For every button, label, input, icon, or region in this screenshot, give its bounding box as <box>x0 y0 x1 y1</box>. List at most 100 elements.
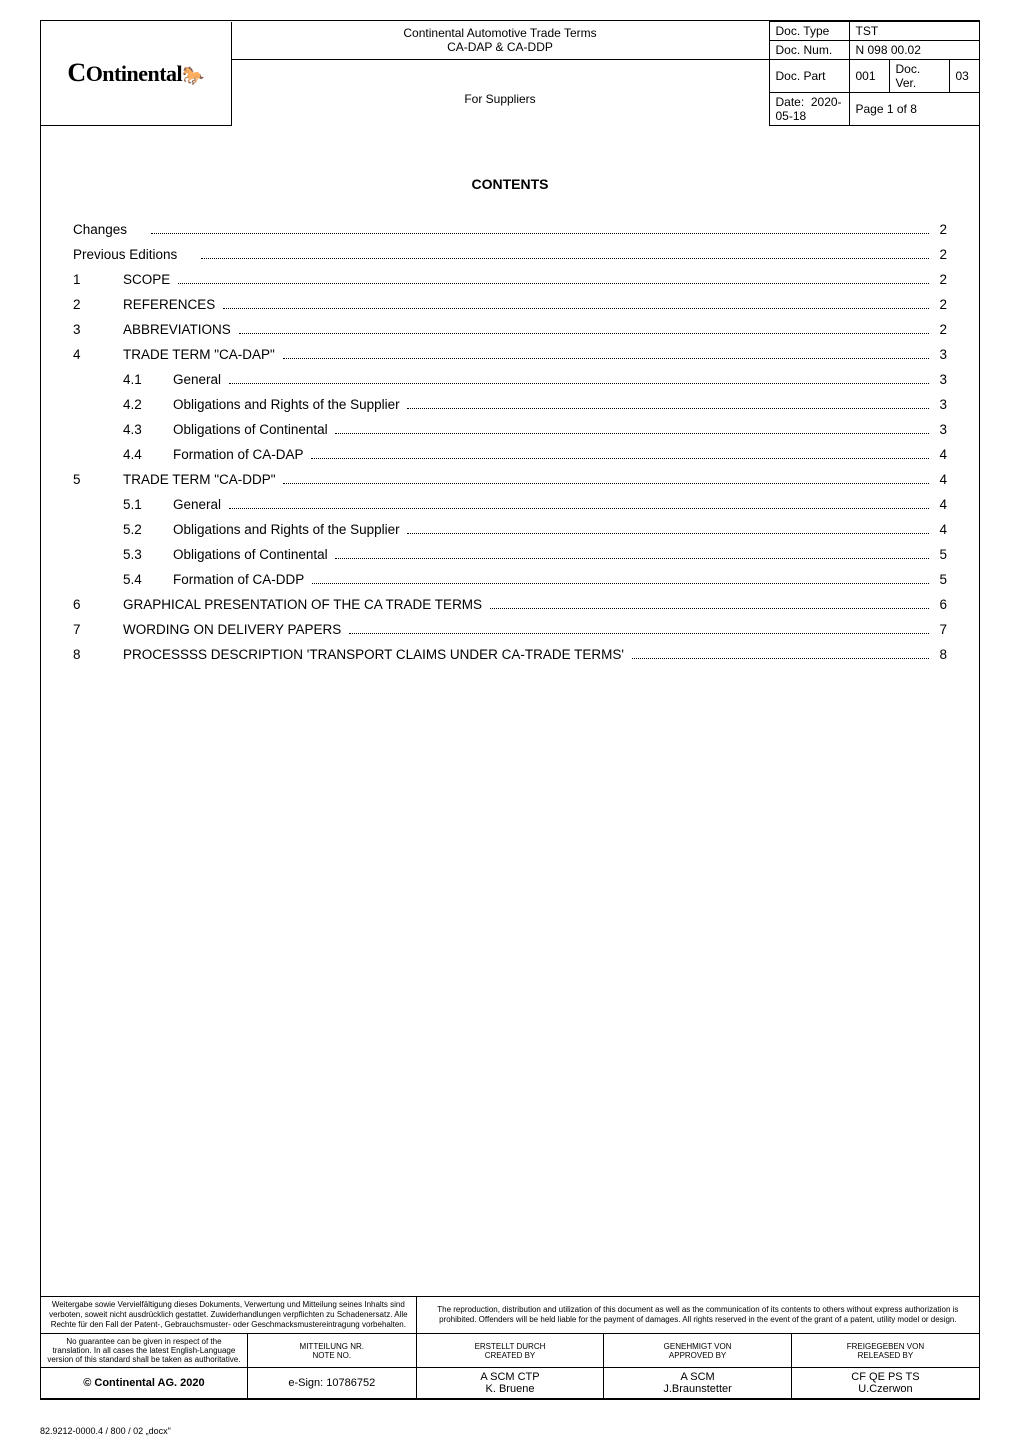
toc-dots <box>311 458 929 459</box>
title-cell-2: For Suppliers <box>231 60 769 126</box>
toc-page: 3 <box>933 397 947 412</box>
toc-label: Obligations and Rights of the Supplier <box>173 397 403 412</box>
toc-page: 4 <box>933 472 947 487</box>
toc-row: Previous Editions 2 <box>73 247 947 262</box>
toc-num: Changes <box>73 222 127 237</box>
toc-dots <box>349 633 929 634</box>
toc-label: Formation of CA-DAP <box>173 447 307 462</box>
toc-label: General <box>173 497 225 512</box>
logo-cell: COntinental🐎 <box>41 22 231 126</box>
approved-by: A SCM J.Braunstetter <box>604 1368 792 1399</box>
toc-page: 2 <box>933 322 947 337</box>
toc-num: 6 <box>73 597 123 612</box>
toc-num: 4.3 <box>123 422 173 437</box>
toc-row: 6GRAPHICAL PRESENTATION OF THE CA TRADE … <box>73 597 947 612</box>
toc-num: 7 <box>73 622 123 637</box>
esign: e-Sign: 10786752 <box>247 1368 416 1399</box>
toc-page: 4 <box>933 447 947 462</box>
toc-dots <box>229 383 929 384</box>
toc-page: 4 <box>933 522 947 537</box>
footer: Weitergabe sowie Vervielfältigung dieses… <box>41 1296 979 1399</box>
title-line1: Continental Automotive Trade Terms <box>236 26 765 40</box>
meta-docnum: N 098 00.02 <box>849 41 979 60</box>
freigegeben-label: FREIGEGEBEN VON RELEASED BY <box>791 1334 979 1368</box>
toc-row: 5TRADE TERM "CA-DDP" 4 <box>73 472 947 487</box>
disclaim-en: The reproduction, distribution and utili… <box>416 1297 979 1334</box>
toc-page: 3 <box>933 422 947 437</box>
disclaim-de: Weitergabe sowie Vervielfältigung dieses… <box>41 1297 416 1334</box>
genehmigt-label: GENEHMIGT VON APPROVED BY <box>604 1334 792 1368</box>
docx-note: 82.9212-0000.4 / 800 / 02 „docx" <box>40 1426 171 1436</box>
toc-num: 5.1 <box>123 497 173 512</box>
toc-num: 4.4 <box>123 447 173 462</box>
toc-row: 5.3Obligations of Continental 5 <box>73 547 947 562</box>
toc-dots <box>201 258 929 259</box>
toc-num: 1 <box>73 272 123 287</box>
erstellt-label: ERSTELLT DURCH CREATED BY <box>416 1334 604 1368</box>
toc-dots <box>407 408 929 409</box>
meta-docpart-label: Doc. Part <box>769 60 849 93</box>
toc-dots <box>178 283 929 284</box>
footer-table: Weitergabe sowie Vervielfältigung dieses… <box>41 1296 979 1399</box>
meta-date-label: Date: 2020-05-18 <box>769 93 849 126</box>
mitteilung-label: MITTEILUNG NR. NOTE NO. <box>247 1334 416 1368</box>
toc-label: GRAPHICAL PRESENTATION OF THE CA TRADE T… <box>123 597 486 612</box>
toc-num: 4.2 <box>123 397 173 412</box>
toc-dots <box>283 358 929 359</box>
toc-page: 3 <box>933 347 947 362</box>
toc-row: 1SCOPE 2 <box>73 272 947 287</box>
meta-docpart: 001 <box>849 60 889 93</box>
toc-num: 3 <box>73 322 123 337</box>
logo-text: COntinental🐎 <box>67 61 204 86</box>
toc-label: REFERENCES <box>123 297 219 312</box>
toc-label: General <box>173 372 225 387</box>
toc-num: 5.3 <box>123 547 173 562</box>
copyright: © Continental AG. 2020 <box>41 1368 247 1399</box>
toc-row: 4.1General 3 <box>73 372 947 387</box>
toc-num: 4.1 <box>123 372 173 387</box>
toc-label: SCOPE <box>123 272 174 287</box>
toc-row: 5.2Obligations and Rights of the Supplie… <box>73 522 947 537</box>
title-line3: For Suppliers <box>236 92 765 106</box>
title-line2: CA-DAP & CA-DDP <box>236 40 765 54</box>
meta-page: Page 1 of 8 <box>849 93 979 126</box>
toc-row: 4TRADE TERM "CA-DAP" 3 <box>73 347 947 362</box>
toc-num: 2 <box>73 297 123 312</box>
contents-heading: CONTENTS <box>41 176 979 192</box>
toc-row: 4.2Obligations and Rights of the Supplie… <box>73 397 947 412</box>
toc-row: 2REFERENCES 2 <box>73 297 947 312</box>
toc-label: ABBREVIATIONS <box>123 322 235 337</box>
toc-dots <box>312 583 929 584</box>
meta-docver: 03 <box>949 60 979 93</box>
toc-label: Obligations and Rights of the Supplier <box>173 522 403 537</box>
toc-page: 5 <box>933 547 947 562</box>
toc-dots <box>151 233 929 234</box>
meta-doctype-label: Doc. Type <box>769 22 849 41</box>
toc: Changes2Previous Editions21SCOPE 22REFER… <box>41 222 979 662</box>
toc-dots <box>335 558 929 559</box>
toc-dots <box>283 483 929 484</box>
toc-dots <box>229 508 929 509</box>
toc-row: 8PROCESSSS DESCRIPTION 'TRANSPORT CLAIMS… <box>73 647 947 662</box>
meta-docnum-label: Doc. Num. <box>769 41 849 60</box>
released-by: CF QE PS TS U.Czerwon <box>791 1368 979 1399</box>
toc-num: 8 <box>73 647 123 662</box>
toc-label: Formation of CA-DDP <box>173 572 308 587</box>
toc-label: Obligations of Continental <box>173 547 331 562</box>
toc-dots <box>239 333 929 334</box>
toc-page: 7 <box>933 622 947 637</box>
toc-label: TRADE TERM "CA-DAP" <box>123 347 279 362</box>
meta-doctype: TST <box>849 22 979 41</box>
meta-docver-label: Doc. Ver. <box>889 60 949 93</box>
toc-page: 4 <box>933 497 947 512</box>
toc-label: PROCESSSS DESCRIPTION 'TRANSPORT CLAIMS … <box>123 647 628 662</box>
toc-num: 4 <box>73 347 123 362</box>
toc-row: 7WORDING ON DELIVERY PAPERS 7 <box>73 622 947 637</box>
toc-row: 5.1General 4 <box>73 497 947 512</box>
toc-num: 5 <box>73 472 123 487</box>
toc-page: 5 <box>933 572 947 587</box>
toc-dots <box>223 308 929 309</box>
toc-page: 2 <box>933 247 947 262</box>
toc-row: 4.4Formation of CA-DAP 4 <box>73 447 947 462</box>
toc-num: Previous Editions <box>73 247 177 262</box>
